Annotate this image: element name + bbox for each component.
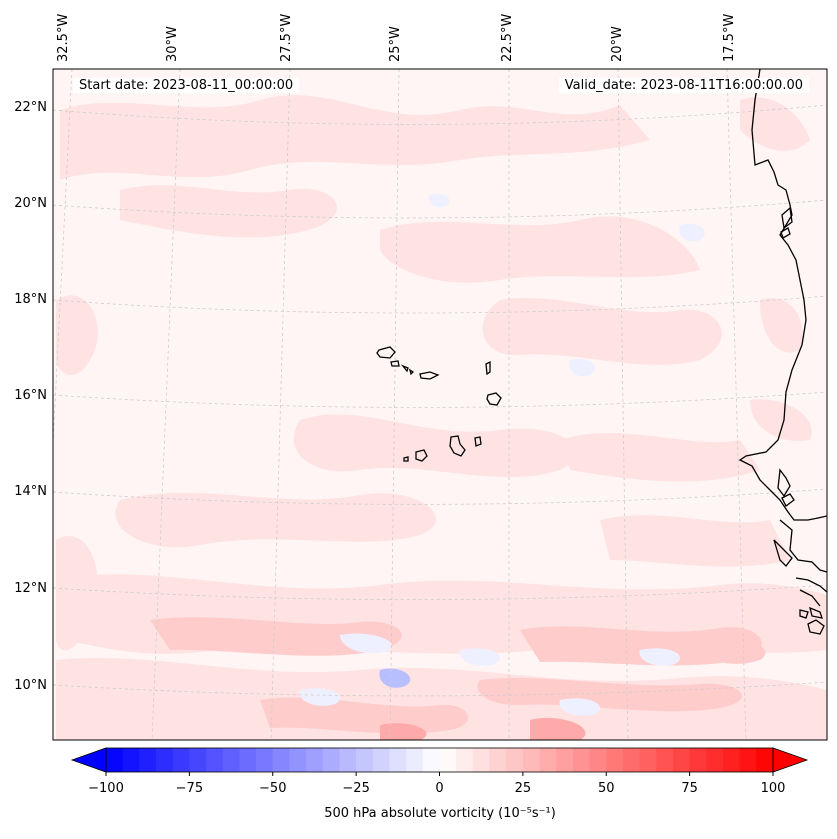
colorbar-tick-label: −100	[88, 781, 124, 796]
colorbar-tick-label: 25	[515, 781, 532, 796]
colorbar-tick-label: 100	[761, 781, 786, 796]
colorbar-tick-label: −75	[176, 781, 203, 796]
colorbar-segment	[456, 748, 474, 772]
colorbar-segments	[106, 748, 774, 772]
colorbar-segment	[222, 748, 240, 772]
colorbar-segment	[739, 748, 757, 772]
colorbar-segment	[156, 748, 174, 772]
lon-label: 25°W	[388, 26, 403, 62]
colorbar-tick-label: 0	[435, 781, 443, 796]
lat-label: 22°N	[14, 100, 47, 115]
map-figure: 32.5°W 30°W 27.5°W 25°W 22.5°W 20°W 17.5…	[14, 14, 828, 741]
colorbar-segment	[706, 748, 724, 772]
start-date-label: Start date: 2023-08-11_00:00:00	[73, 78, 300, 93]
lat-label: 14°N	[14, 484, 47, 499]
colorbar-segment	[306, 748, 324, 772]
colorbar-segment	[689, 748, 707, 772]
lon-label: 17.5°W	[722, 14, 737, 62]
colorbar-segment	[506, 748, 524, 772]
colorbar-segment	[656, 748, 674, 772]
valid-date-label: Valid_date: 2023-08-11T16:00:00.00	[558, 78, 809, 93]
lat-label: 18°N	[14, 292, 47, 307]
colorbar-segment	[122, 748, 140, 772]
colorbar-ticks: −100 −75 −50 −25 0 25 50 75 100	[88, 772, 785, 796]
colorbar-segment	[756, 748, 774, 772]
colorbar-segment	[622, 748, 641, 772]
colorbar-segment	[356, 748, 374, 772]
colorbar-segment	[422, 748, 440, 772]
colorbar-segment	[256, 748, 274, 772]
colorbar-segment	[289, 748, 307, 772]
colorbar-segment	[206, 748, 224, 772]
colorbar-segment	[189, 748, 207, 772]
colorbar-segment	[472, 748, 491, 772]
colorbar-segment	[106, 748, 124, 772]
latitude-labels: 22°N 20°N 18°N 16°N 14°N 12°N 10°N	[14, 100, 47, 693]
colorbar-segment	[606, 748, 624, 772]
colorbar-segment	[372, 748, 390, 772]
colorbar-high-extension	[772, 747, 809, 773]
colorbar-tick-label: 50	[598, 781, 615, 796]
colorbar-tick-label: −50	[259, 781, 286, 796]
coastline	[738, 69, 827, 635]
colorbar-tick-label: 75	[681, 781, 698, 796]
map-frame	[52, 68, 828, 741]
lon-label: 30°W	[165, 26, 180, 62]
colorbar-segment	[539, 748, 557, 772]
lon-label: 20°W	[610, 26, 625, 62]
colorbar-segment	[522, 748, 541, 772]
colorbar-segment	[339, 748, 357, 772]
lat-label: 10°N	[14, 678, 47, 693]
colorbar-low-extension	[70, 747, 107, 773]
colorbar-segment	[722, 748, 741, 772]
colorbar: −100 −75 −50 −25 0 25 50 75 100	[70, 747, 809, 796]
colorbar-segment	[389, 748, 407, 772]
colorbar-segment	[556, 748, 574, 772]
longitude-labels: 32.5°W 30°W 27.5°W 25°W 22.5°W 20°W 17.5…	[56, 14, 737, 62]
colorbar-segment	[489, 748, 507, 772]
colorbar-segment	[406, 748, 424, 772]
colorbar-segment	[572, 748, 591, 772]
colorbar-segment	[139, 748, 157, 772]
lat-label: 12°N	[14, 581, 47, 596]
lon-label: 22.5°W	[500, 14, 515, 62]
gridlines	[53, 69, 827, 740]
colorbar-segment	[239, 748, 257, 772]
colorbar-title: 500 hPa absolute vorticity (10⁻⁵s⁻¹)	[324, 806, 556, 821]
lat-label: 20°N	[14, 196, 47, 211]
colorbar-segment	[589, 748, 607, 772]
lon-label: 32.5°W	[56, 14, 71, 62]
cape-verde-islands	[376, 346, 502, 462]
colorbar-segment	[272, 748, 290, 772]
colorbar-segment	[439, 748, 457, 772]
colorbar-tick-label: −25	[342, 781, 369, 796]
colorbar-segment	[322, 748, 340, 772]
lon-label: 27.5°W	[279, 14, 294, 62]
colorbar-segment	[172, 748, 190, 772]
colorbar-segment	[639, 748, 657, 772]
colorbar-segment	[672, 748, 691, 772]
lat-label: 16°N	[14, 388, 47, 403]
vorticity-field	[56, 95, 827, 740]
